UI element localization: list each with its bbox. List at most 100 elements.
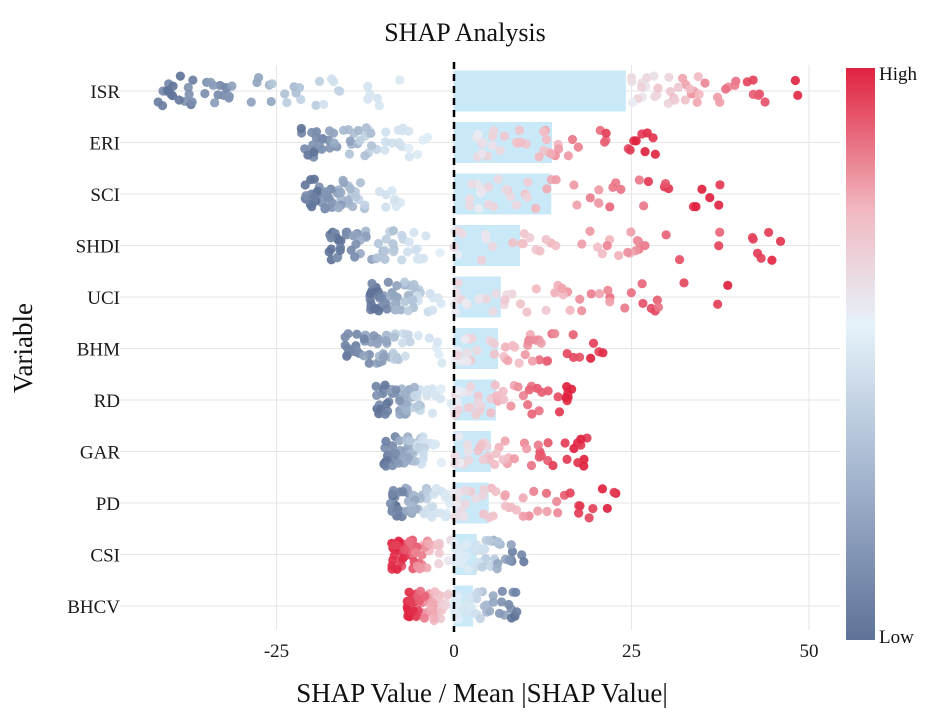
shap-point-UCI [522,307,532,317]
shap-point-PD [398,487,408,497]
shap-point-UCI [586,289,596,299]
y-tick-label-BHM: BHM [77,340,120,361]
shap-point-UCI [488,306,498,317]
shap-point-ISR [372,93,382,103]
shap-point-SCI [531,203,541,213]
shap-point-BHM [369,331,379,341]
shap-point-SHDI [633,236,644,246]
shap-point-PD [553,508,563,518]
shap-point-ERI [573,142,583,152]
shap-point-SCI [715,180,725,190]
shap-point-SCI [320,187,331,197]
shap-point-BHCV [494,608,505,618]
shap-point-GAR [500,436,510,446]
colorbar-high-label: High [879,64,918,85]
shap-point-ERI [499,131,510,141]
shap-point-SHDI [326,233,336,243]
shap-point-SCI [572,200,582,210]
shap-point-BHCV [429,613,439,623]
shap-point-ISR [227,81,237,91]
shap-point-UCI [500,295,510,305]
shap-point-GAR [579,461,589,471]
shap-point-RD [422,390,432,401]
shap-point-RD [527,409,537,419]
shap-point-BHM [405,337,415,347]
shap-point-ISR [627,76,637,86]
shap-point-BHM [424,333,434,343]
shap-point-BHM [364,358,374,368]
shap-point-PD [385,498,396,509]
shap-point-SCI [336,187,346,197]
shap-point-GAR [405,436,415,446]
shap-point-PD [450,512,460,522]
shap-point-ERI [394,140,405,150]
shap-point-CSI [389,550,399,560]
shap-point-BHM [437,358,447,368]
shap-point-RD [463,403,474,413]
shap-point-PD [435,508,445,518]
shap-point-ISR [721,84,731,94]
shap-point-GAR [381,436,391,446]
chart-title: SHAP Analysis [384,18,546,47]
shap-point-GAR [454,432,464,442]
shap-point-PD [518,511,528,521]
shap-point-SHDI [453,249,463,260]
shap-point-ERI [640,147,650,157]
shap-point-BHM [342,351,352,361]
shap-point-SHDI [348,231,358,241]
shap-point-UCI [594,289,605,299]
shap-point-SHDI [508,238,518,248]
shap-point-PD [609,487,619,497]
shap-point-PD [428,501,438,512]
shap-point-ERI [516,137,526,148]
shap-point-RD [382,399,392,409]
y-tick-label-ERI: ERI [89,134,120,155]
shap-point-ERI [381,127,391,137]
shap-point-ERI [514,125,525,135]
shap-point-CSI [412,561,423,571]
shap-point-BHCV [464,593,474,603]
shap-point-ERI [546,149,556,159]
shap-point-ERI [539,145,549,156]
y-tick-label-SHDI: SHDI [76,237,120,258]
shap-point-ISR [730,80,740,90]
shap-point-UCI [403,306,413,316]
shap-point-PD [407,506,417,516]
shap-point-UCI [652,295,662,305]
shap-point-BHM [462,356,472,366]
shap-point-GAR [498,455,508,465]
shap-point-ISR [267,79,277,89]
shap-point-PD [574,508,584,518]
shap-point-SCI [309,174,319,184]
shap-point-UCI [369,304,379,314]
shap-point-ISR [208,80,218,90]
colorbar [846,68,875,640]
shap-point-SHDI [373,238,384,249]
shap-point-ERI [534,152,544,162]
shap-point-UCI [383,277,393,287]
shap-point-ERI [329,138,339,148]
shap-point-PD [431,483,441,493]
shap-point-ISR [333,86,344,96]
shap-point-ISR [319,99,329,110]
shap-point-ISR [200,88,210,99]
shap-point-RD [380,380,390,390]
shap-point-CSI [398,553,408,564]
shap-point-ERI [309,147,319,157]
shap-point-ERI [477,148,487,159]
shap-point-PD [529,486,539,496]
shap-point-SCI [467,179,477,189]
shap-point-GAR [430,439,441,449]
y-tick-label-CSI: CSI [90,546,120,567]
shap-point-UCI [481,294,491,304]
shap-point-UCI [407,295,417,305]
shap-point-SCI [616,184,626,194]
shap-point-SHDI [626,227,636,237]
shap-point-GAR [410,456,420,466]
shap-point-BHM [397,338,408,348]
shap-point-ISR [374,100,384,111]
shap-point-RD [410,391,420,401]
shap-point-UCI [638,298,648,309]
